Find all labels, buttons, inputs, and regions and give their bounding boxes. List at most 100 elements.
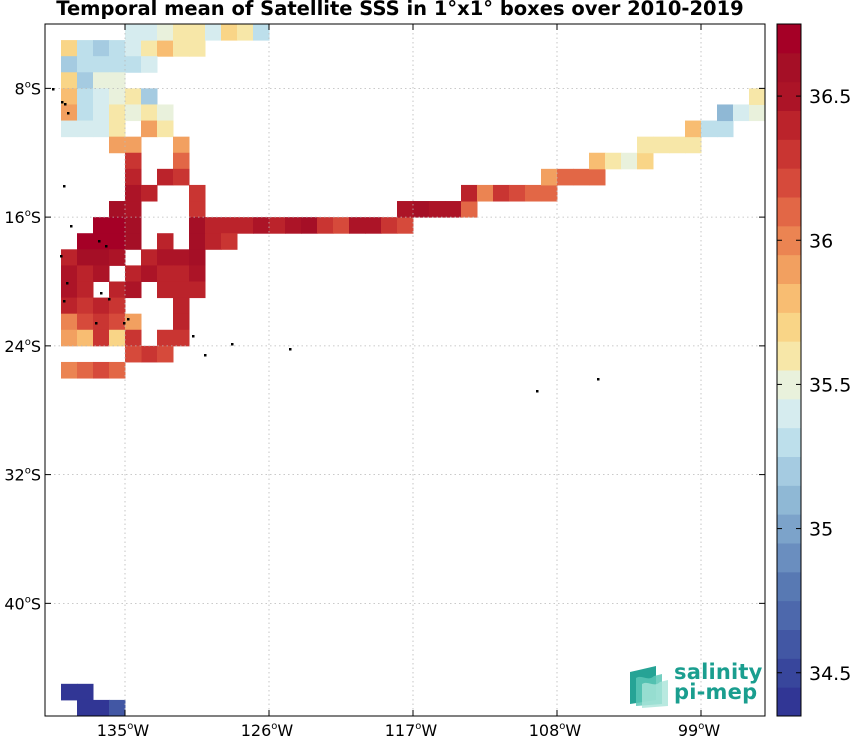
sss-cell xyxy=(637,136,654,154)
sss-cell xyxy=(397,217,414,234)
sss-cell xyxy=(189,184,206,202)
colorbar-segment xyxy=(777,24,801,54)
y-tick-label: 32oS xyxy=(4,466,41,485)
logo-wave-icon xyxy=(630,666,668,708)
sss-cell xyxy=(205,24,222,41)
sss-cell xyxy=(125,281,142,299)
sss-cell xyxy=(125,104,142,122)
sss-cell xyxy=(109,56,126,73)
sss-cell xyxy=(333,217,350,234)
sss-cell xyxy=(525,184,542,202)
sss-cell xyxy=(93,40,110,57)
colorbar-tick-label: 35 xyxy=(809,519,833,541)
sss-cell xyxy=(61,249,78,266)
sss-cell xyxy=(109,40,126,57)
sss-cell xyxy=(269,217,286,234)
sss-cell xyxy=(237,24,254,41)
sss-cell xyxy=(381,217,398,234)
sss-cell xyxy=(157,104,174,122)
colorbar-segment xyxy=(777,312,801,342)
sss-cell xyxy=(125,329,142,347)
sss-cell xyxy=(173,249,190,266)
sss-cell xyxy=(157,24,174,41)
sss-cell xyxy=(93,361,110,379)
x-tick-label: 126oW xyxy=(241,721,294,740)
colorbar-segment xyxy=(777,139,801,169)
island-dot xyxy=(70,225,73,228)
colorbar-segment xyxy=(777,571,801,602)
sss-cell xyxy=(109,88,126,105)
sss-cell xyxy=(61,120,78,138)
sss-cell xyxy=(141,88,158,105)
sss-cell xyxy=(109,233,126,250)
sss-cell xyxy=(125,184,142,202)
colorbar-segment xyxy=(777,283,801,313)
island-dot xyxy=(597,378,600,381)
sss-cell xyxy=(93,313,110,331)
sss-cell xyxy=(205,233,222,250)
sss-cell xyxy=(125,56,142,73)
island-dot xyxy=(231,343,234,346)
sss-cell xyxy=(77,361,94,379)
sss-cell xyxy=(125,88,142,105)
sss-cell xyxy=(125,217,142,234)
sss-cell xyxy=(493,184,510,202)
sss-cell xyxy=(77,265,94,282)
sss-cell xyxy=(93,217,110,234)
sss-cell xyxy=(669,136,686,154)
sss-cell xyxy=(189,265,206,282)
sss-cell xyxy=(93,104,110,122)
island-dot xyxy=(98,240,101,243)
sss-cell xyxy=(589,152,606,170)
colorbar-segment xyxy=(777,52,801,83)
sss-cell xyxy=(77,699,94,717)
colorbar-segment xyxy=(777,168,801,198)
island-dot xyxy=(66,282,69,285)
sss-cell xyxy=(221,24,238,41)
sss-cell xyxy=(77,88,94,105)
sss-cell xyxy=(477,184,494,202)
sss-cell xyxy=(317,217,334,234)
sss-cell xyxy=(621,152,638,170)
sss-cell xyxy=(93,329,110,347)
colorbar-segment xyxy=(777,543,801,573)
sss-cell xyxy=(653,136,670,154)
colorbar-frame xyxy=(776,23,802,717)
sss-cell xyxy=(93,120,110,138)
island-dot xyxy=(67,112,70,115)
sss-cell xyxy=(237,217,254,234)
sss-cell xyxy=(77,40,94,57)
x-tick-label: 99oW xyxy=(678,721,720,740)
sss-cell xyxy=(701,120,718,138)
sss-cell xyxy=(109,297,126,315)
sss-cell xyxy=(125,201,142,218)
sss-cell xyxy=(253,217,270,234)
sss-cell xyxy=(93,265,110,282)
sss-cell xyxy=(109,249,126,266)
sss-cell xyxy=(445,201,462,218)
sss-cell xyxy=(141,184,158,202)
sss-cell xyxy=(173,24,190,41)
sss-cell xyxy=(589,168,606,186)
x-tick-label: 135oW xyxy=(97,721,150,740)
sss-cell xyxy=(61,56,78,73)
sss-cell xyxy=(717,104,734,122)
sss-cell xyxy=(125,136,142,154)
sss-cell xyxy=(125,40,142,57)
sss-cell xyxy=(397,201,414,218)
sss-cell xyxy=(93,88,110,105)
sss-cell xyxy=(189,233,206,250)
island-dot xyxy=(204,354,207,357)
colorbar-tick-label: 34.5 xyxy=(809,663,851,685)
sss-cell xyxy=(541,184,558,202)
sss-cell xyxy=(77,120,94,138)
sss-cell xyxy=(637,152,654,170)
sss-cell xyxy=(141,40,158,57)
colorbar-segment xyxy=(777,485,801,515)
sss-cell xyxy=(93,297,110,315)
sss-cell xyxy=(173,152,190,170)
sss-cell xyxy=(109,361,126,379)
sss-cell xyxy=(605,152,622,170)
sss-cell xyxy=(157,329,174,347)
sss-cell xyxy=(109,217,126,234)
